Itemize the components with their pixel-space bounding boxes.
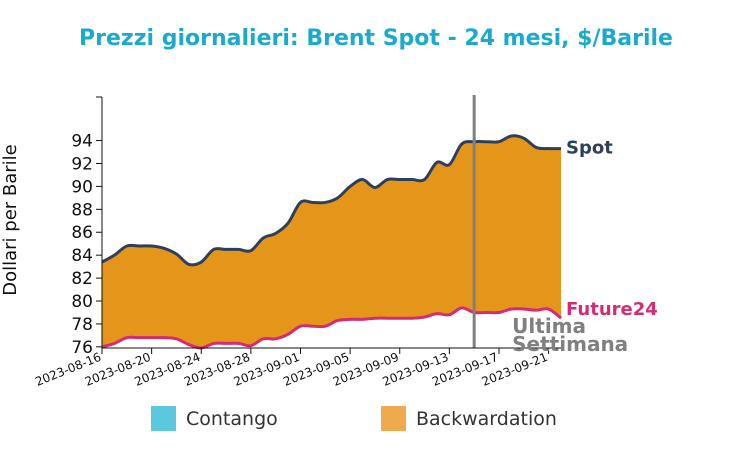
y-tick-label: 84 [71, 246, 93, 266]
legend-label-contango: Contango [186, 408, 278, 430]
spot-line [101, 134, 562, 267]
y-tick-label: 78 [71, 315, 93, 335]
last-week-annotation-line2: Settimana [512, 332, 628, 356]
legend: Contango Backwardation [151, 406, 557, 431]
backwardation-area [102, 135, 561, 349]
legend-swatch-backwardation [381, 406, 406, 431]
x-axis: 2023-08-162023-08-202023-08-242023-08-28… [33, 347, 561, 389]
future24-line [101, 306, 562, 350]
y-axis-label: Dollari per Barile [0, 144, 21, 296]
y-tick-label: 86 [71, 223, 93, 243]
legend-label-backwardation: Backwardation [416, 408, 557, 430]
spot-end-label: Spot [566, 138, 613, 159]
y-tick-label: 90 [71, 177, 93, 197]
y-tick-label: 80 [71, 292, 93, 312]
last-week-annotation-line1: Ultima [512, 314, 586, 338]
legend-swatch-contango [151, 406, 176, 431]
y-tick-label: 76 [71, 338, 93, 358]
chart-title: Prezzi giornalieri: Brent Spot - 24 mesi… [79, 26, 673, 51]
future24-end-label: Future24 [566, 299, 658, 320]
y-tick-label: 94 [71, 132, 93, 152]
y-tick-label: 92 [71, 154, 93, 174]
y-tick-label: 82 [71, 269, 93, 289]
y-tick-label: 88 [71, 200, 93, 220]
plot-area [101, 95, 562, 350]
